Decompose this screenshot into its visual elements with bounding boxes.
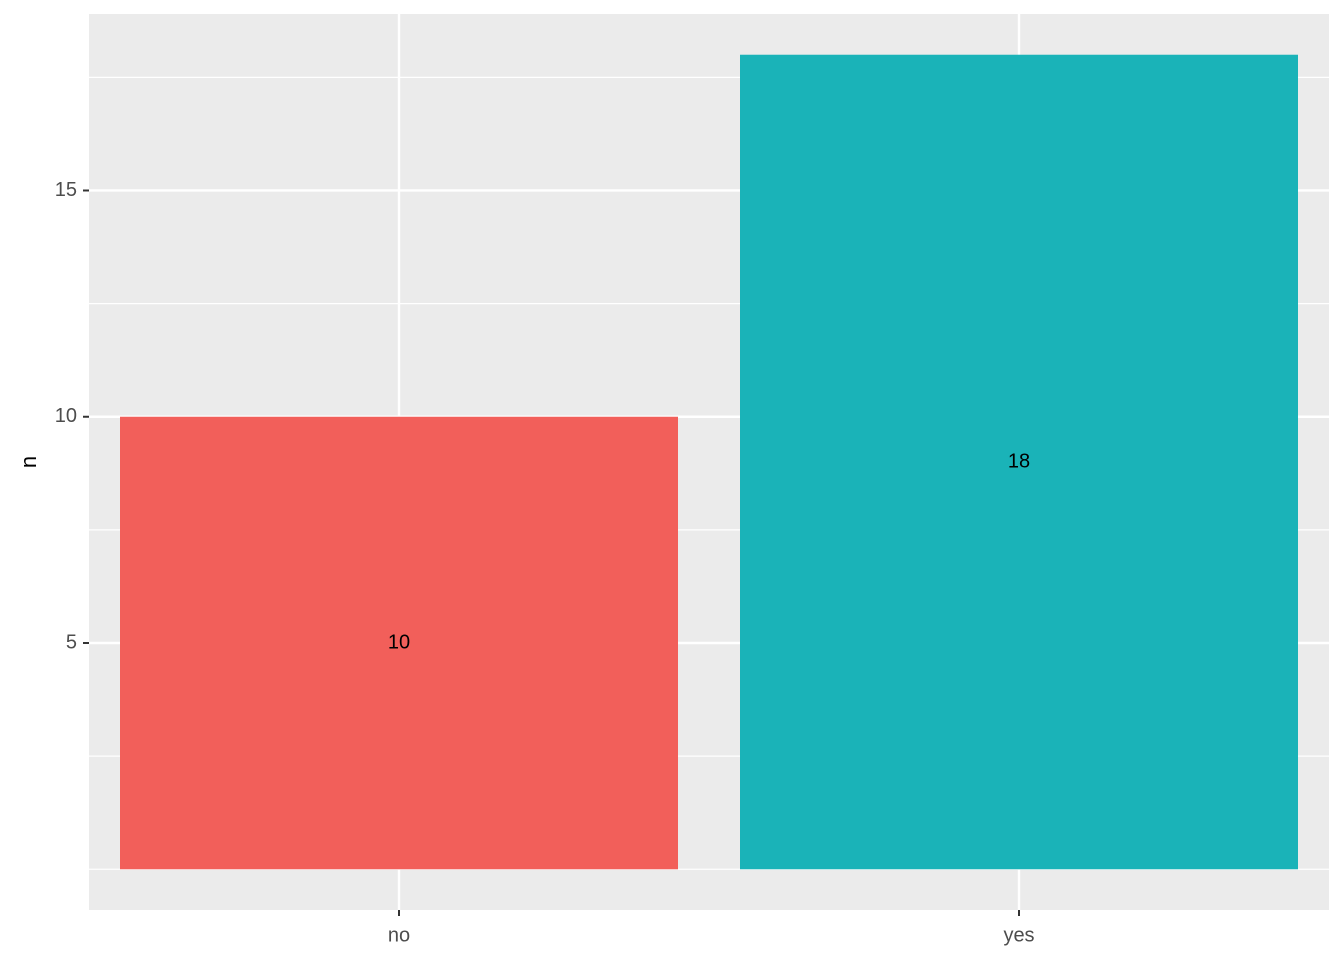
x-tick-label: no [388, 924, 410, 946]
bar [740, 54, 1298, 870]
y-tick-label: 10 [55, 405, 77, 427]
y-tick-label: 5 [66, 631, 77, 653]
x-tick-label: yes [1003, 924, 1034, 946]
data-label: 10 [388, 631, 410, 653]
bar [120, 416, 678, 870]
data-label: 18 [1008, 450, 1030, 472]
y-tick-label: 15 [55, 179, 77, 201]
y-axis-label: n [16, 456, 41, 468]
